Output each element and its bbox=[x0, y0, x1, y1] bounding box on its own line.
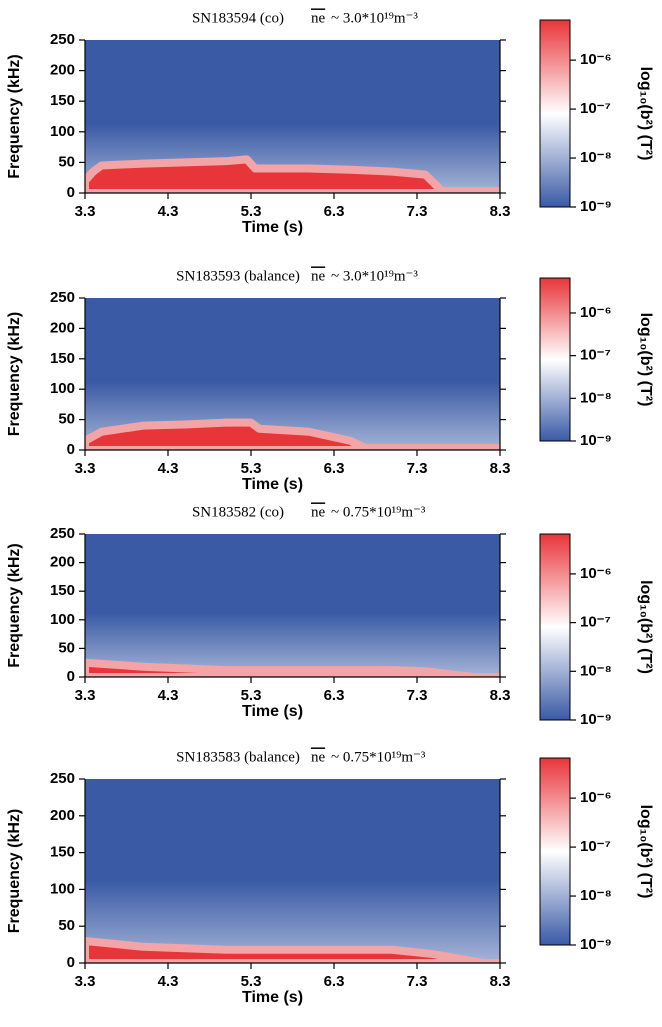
y-tick-label: 200 bbox=[50, 319, 75, 336]
x-tick-label: 8.3 bbox=[490, 460, 511, 477]
x-tick-label: 8.3 bbox=[490, 973, 511, 990]
y-tick-label: 200 bbox=[50, 807, 75, 824]
y-tick-label: 100 bbox=[50, 380, 75, 397]
x-tick-label: 4.3 bbox=[158, 973, 179, 990]
y-tick-label: 250 bbox=[50, 770, 75, 787]
density-value: ~ 0.75*10¹⁹m⁻³ bbox=[331, 749, 426, 765]
x-tick-label: 6.3 bbox=[324, 687, 345, 704]
x-tick-label: 3.3 bbox=[75, 687, 96, 704]
x-axis-label: Time (s) bbox=[242, 476, 303, 493]
colorbar-tick-label: 10⁻⁹ bbox=[580, 711, 612, 728]
y-tick-label: 100 bbox=[50, 611, 75, 628]
y-tick-label: 150 bbox=[50, 844, 75, 861]
y-axis-label: Frequency (kHz) bbox=[6, 543, 23, 667]
colorbar bbox=[539, 19, 571, 208]
panel-title: SN183583 (balance) bbox=[176, 749, 300, 765]
y-tick-label: 250 bbox=[50, 31, 75, 48]
x-tick-label: 5.3 bbox=[241, 203, 262, 220]
y-tick-label: 250 bbox=[50, 289, 75, 306]
colorbar-label: log₁₀(b²) (T²) bbox=[637, 67, 654, 161]
colorbar-tick-label: 10⁻⁶ bbox=[580, 51, 612, 68]
x-tick-label: 3.3 bbox=[75, 973, 96, 990]
density-value: ~ 0.75*10¹⁹m⁻³ bbox=[331, 504, 426, 520]
y-tick-label: 0 bbox=[67, 954, 75, 971]
x-axis-label: Time (s) bbox=[242, 989, 303, 1006]
x-tick-label: 5.3 bbox=[241, 973, 262, 990]
density-symbol: ne bbox=[311, 268, 326, 284]
x-tick-label: 8.3 bbox=[490, 203, 511, 220]
x-tick-label: 5.3 bbox=[241, 687, 262, 704]
y-tick-label: 0 bbox=[67, 184, 75, 201]
y-tick-label: 100 bbox=[50, 880, 75, 897]
x-tick-label: 4.3 bbox=[158, 203, 179, 220]
density-symbol: ne bbox=[311, 504, 326, 520]
y-tick-label: 150 bbox=[50, 350, 75, 367]
colorbar-tick-label: 10⁻⁷ bbox=[580, 614, 611, 631]
x-tick-label: 6.3 bbox=[324, 460, 345, 477]
x-tick-label: 7.3 bbox=[407, 460, 428, 477]
x-tick-label: 4.3 bbox=[158, 460, 179, 477]
high-amplitude-region bbox=[85, 418, 500, 450]
y-axis-label: Frequency (kHz) bbox=[6, 809, 23, 933]
high-amplitude-region bbox=[85, 155, 500, 193]
x-axis-label: Time (s) bbox=[242, 703, 303, 720]
colorbar bbox=[539, 533, 571, 721]
x-axis-label: Time (s) bbox=[242, 219, 303, 236]
y-tick-label: 100 bbox=[50, 123, 75, 140]
colorbar-tick-label: 10⁻⁹ bbox=[580, 198, 612, 215]
colorbar-tick-label: 10⁻⁸ bbox=[580, 389, 612, 406]
x-tick-label: 5.3 bbox=[241, 460, 262, 477]
colorbar bbox=[539, 277, 571, 442]
colorbar-tick-label: 10⁻⁸ bbox=[580, 887, 612, 904]
panel-title: SN183593 (balance) bbox=[176, 268, 300, 284]
y-tick-label: 150 bbox=[50, 582, 75, 599]
y-tick-label: 150 bbox=[50, 92, 75, 109]
colorbar-tick-label: 10⁻⁷ bbox=[580, 347, 611, 364]
x-tick-label: 7.3 bbox=[407, 973, 428, 990]
high-amplitude-region bbox=[85, 936, 500, 963]
spectrogram-haze bbox=[85, 534, 500, 677]
colorbar-tick-label: 10⁻⁷ bbox=[580, 100, 611, 117]
x-tick-label: 7.3 bbox=[407, 203, 428, 220]
y-tick-label: 50 bbox=[58, 153, 75, 170]
y-tick-label: 250 bbox=[50, 525, 75, 542]
high-amplitude-region bbox=[85, 658, 500, 677]
y-tick-label: 50 bbox=[58, 639, 75, 656]
x-tick-label: 3.3 bbox=[75, 203, 96, 220]
colorbar-label: log₁₀(b²) (T²) bbox=[637, 313, 654, 407]
colorbar bbox=[539, 757, 571, 946]
colorbar-tick-label: 10⁻⁷ bbox=[580, 838, 611, 855]
colorbar-tick-label: 10⁻⁶ bbox=[580, 789, 612, 806]
x-tick-label: 6.3 bbox=[324, 973, 345, 990]
density-symbol: ne bbox=[311, 10, 326, 26]
colorbar-tick-label: 10⁻⁸ bbox=[580, 149, 612, 166]
y-tick-label: 0 bbox=[67, 668, 75, 685]
y-tick-label: 50 bbox=[58, 411, 75, 428]
x-tick-label: 7.3 bbox=[407, 687, 428, 704]
spectrogram-haze bbox=[85, 779, 500, 963]
density-value: ~ 3.0*10¹⁹m⁻³ bbox=[331, 268, 418, 284]
y-tick-label: 200 bbox=[50, 62, 75, 79]
colorbar-label: log₁₀(b²) (T²) bbox=[637, 805, 654, 899]
y-axis-label: Frequency (kHz) bbox=[6, 54, 23, 178]
x-tick-label: 4.3 bbox=[158, 687, 179, 704]
y-axis-label: Frequency (kHz) bbox=[6, 312, 23, 436]
y-tick-label: 50 bbox=[58, 917, 75, 934]
colorbar-tick-label: 10⁻⁹ bbox=[580, 936, 612, 953]
colorbar-tick-label: 10⁻⁹ bbox=[580, 432, 612, 449]
x-tick-label: 6.3 bbox=[324, 203, 345, 220]
y-tick-label: 200 bbox=[50, 554, 75, 571]
panel-title: SN183594 (co) bbox=[192, 10, 284, 26]
colorbar-label: log₁₀(b²) (T²) bbox=[637, 580, 654, 674]
colorbar-tick-label: 10⁻⁶ bbox=[580, 304, 612, 321]
x-tick-label: 8.3 bbox=[490, 687, 511, 704]
density-value: ~ 3.0*10¹⁹m⁻³ bbox=[331, 10, 418, 26]
panel-title: SN183582 (co) bbox=[192, 504, 284, 520]
colorbar-tick-label: 10⁻⁶ bbox=[580, 565, 612, 582]
x-tick-label: 3.3 bbox=[75, 460, 96, 477]
y-tick-label: 0 bbox=[67, 441, 75, 458]
colorbar-tick-label: 10⁻⁸ bbox=[580, 662, 612, 679]
density-symbol: ne bbox=[311, 749, 326, 765]
